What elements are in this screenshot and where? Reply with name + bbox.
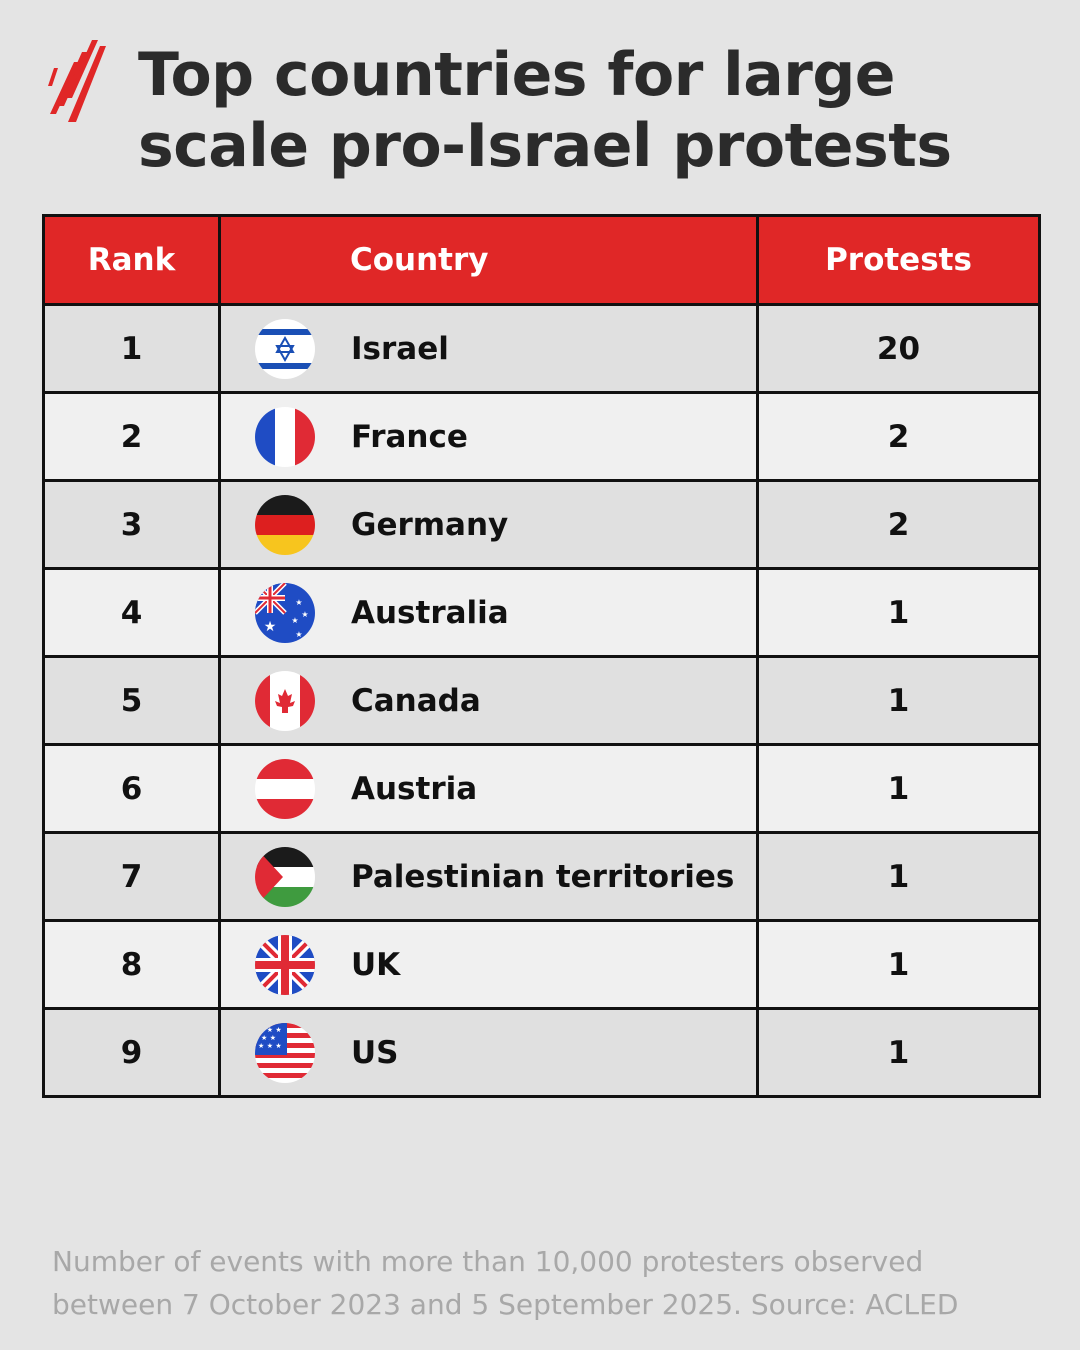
country-name: France: [351, 418, 468, 455]
rank-cell: 2: [42, 391, 221, 482]
canada-flag-icon: [255, 670, 315, 731]
rank-cell: 3: [42, 479, 221, 570]
country-name: Israel: [351, 330, 449, 367]
protests-cell: 1: [756, 1007, 1041, 1098]
germany-flag-icon: [255, 494, 315, 555]
country-cell: Palestinian territories: [218, 831, 759, 922]
france-flag-icon: [255, 406, 315, 467]
country-cell: ★ ★ ★ ★ ★ Australia: [218, 567, 759, 658]
protests-cell: 2: [756, 391, 1041, 482]
country-cell: Israel: [218, 303, 759, 394]
rank-cell: 4: [42, 567, 221, 658]
table-row: 1 Israel 20: [42, 303, 1041, 394]
svg-text:★: ★: [291, 616, 298, 625]
sbs-logo-icon: [48, 40, 106, 122]
protests-cell: 20: [756, 303, 1041, 394]
protests-cell: 1: [756, 567, 1041, 658]
table-row: 3 Germany 2: [42, 479, 1041, 570]
country-name: Austria: [351, 770, 478, 807]
protests-cell: 1: [756, 919, 1041, 1010]
page-title: Top countries for large scale pro-Israel…: [138, 40, 1038, 182]
country-cell: Austria: [218, 743, 759, 834]
table-row: 4 ★ ★ ★ ★ ★ Australia 1: [42, 567, 1041, 658]
rank-cell: 1: [42, 303, 221, 394]
country-cell: France: [218, 391, 759, 482]
us-flag-icon: ★ ★ ★★ ★★ ★ ★: [255, 1022, 315, 1083]
protests-cell: 1: [756, 655, 1041, 746]
svg-text:★: ★: [301, 610, 308, 619]
rank-cell: 7: [42, 831, 221, 922]
rank-cell: 9: [42, 1007, 221, 1098]
table-row: 5 Canada 1: [42, 655, 1041, 746]
title-line-1: Top countries for large: [138, 40, 895, 110]
country-cell: ★ ★ ★ ★ ★ ★ ★ ★ US: [218, 1007, 759, 1098]
country-cell: Canada: [218, 655, 759, 746]
palestine-flag-icon: [255, 846, 315, 907]
footnote-line-1: Number of events with more than 10,000 p…: [52, 1245, 924, 1278]
footnote-line-2: between 7 October 2023 and 5 September 2…: [52, 1288, 959, 1321]
table-row: 8 UK 1: [42, 919, 1041, 1010]
country-name: US: [351, 1034, 399, 1071]
svg-text:★ ★: ★ ★: [261, 1034, 276, 1042]
israel-flag-icon: [255, 318, 315, 379]
svg-text:★ ★ ★: ★ ★ ★: [258, 1026, 282, 1034]
table-row: 9 ★ ★ ★ ★ ★ ★ ★ ★ US 1: [42, 1007, 1041, 1098]
table-row: 6 Austria 1: [42, 743, 1041, 834]
country-name: Canada: [351, 682, 481, 719]
country-name: UK: [351, 946, 401, 983]
country-name: Australia: [351, 594, 509, 631]
protests-cell: 2: [756, 479, 1041, 570]
column-header-rank: Rank: [42, 214, 221, 306]
footnote: Number of events with more than 10,000 p…: [52, 1240, 1052, 1326]
column-header-protests: Protests: [756, 214, 1041, 306]
uk-flag-icon: [255, 934, 315, 995]
svg-text:★: ★: [295, 598, 302, 607]
protests-cell: 1: [756, 743, 1041, 834]
title-line-2: scale pro-Israel protests: [138, 111, 952, 181]
protests-cell: 1: [756, 831, 1041, 922]
country-name: Palestinian territories: [351, 858, 735, 895]
rank-cell: 8: [42, 919, 221, 1010]
table-header-row: Rank Country Protests: [42, 214, 1041, 306]
svg-text:★: ★: [295, 630, 302, 639]
table-row: 7 Palestinian territories 1: [42, 831, 1041, 922]
table-row: 2 France 2: [42, 391, 1041, 482]
country-cell: Germany: [218, 479, 759, 570]
column-header-country: Country: [218, 214, 759, 306]
australia-flag-icon: ★★★★★: [255, 582, 315, 643]
country-cell: UK: [218, 919, 759, 1010]
protest-ranking-table: Rank Country Protests 1 Israel 20 2 France 2 3…: [42, 214, 1041, 1098]
rank-cell: 5: [42, 655, 221, 746]
austria-flag-icon: [255, 758, 315, 819]
rank-cell: 6: [42, 743, 221, 834]
svg-text:★ ★ ★: ★ ★ ★: [258, 1042, 282, 1050]
svg-text:★: ★: [264, 619, 277, 635]
country-name: Germany: [351, 506, 509, 543]
